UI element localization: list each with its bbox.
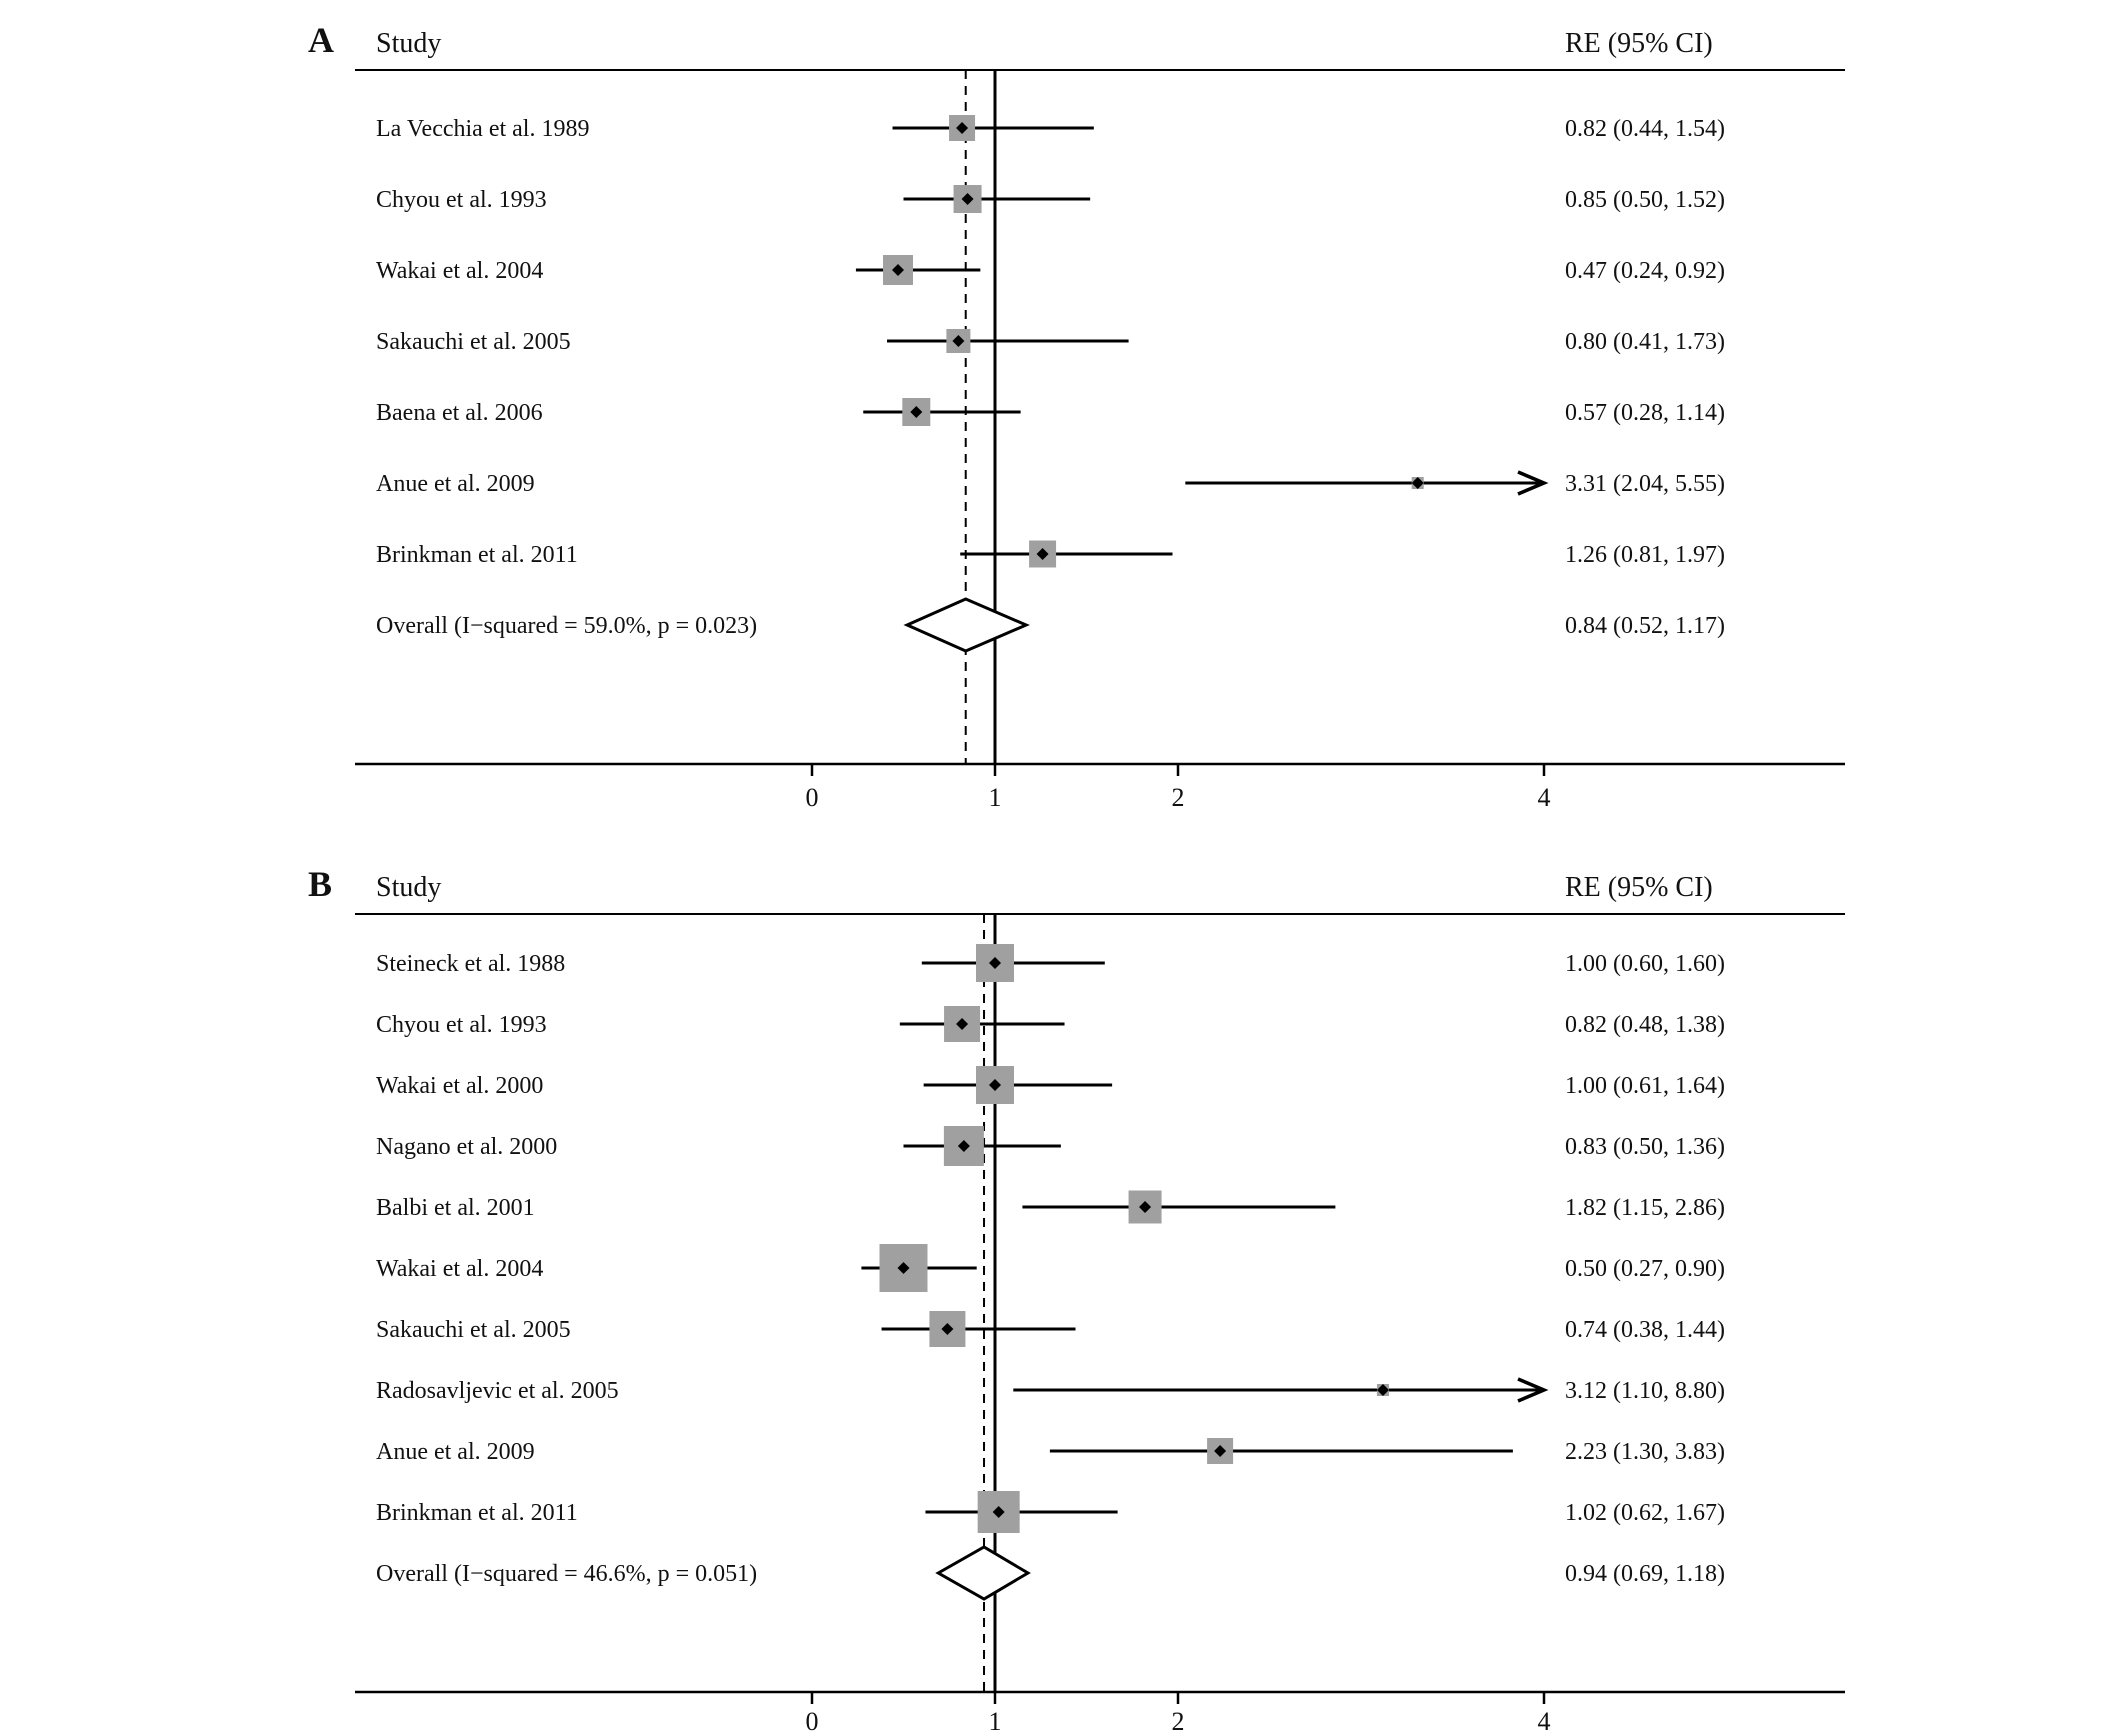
effect-estimate-text: 0.82 (0.48, 1.38) [1565, 1012, 1725, 1038]
x-axis-tick-label: 0 [806, 1707, 819, 1734]
effect-estimate-text: 1.02 (0.62, 1.67) [1565, 1500, 1725, 1526]
study-label: Brinkman et al. 2011 [376, 542, 578, 568]
forest-panel-B: B Study RE (95% CI) Steineck et al. 1988 1.0… [308, 864, 1845, 1734]
effect-estimate-text: 0.85 (0.50, 1.52) [1565, 187, 1725, 213]
point-estimate-marker [956, 122, 969, 134]
overall-label: Overall (I−squared = 59.0%, p = 0.023) [376, 613, 757, 639]
study-label: Wakai et al. 2000 [376, 1073, 543, 1099]
effect-estimate-text: 3.31 (2.04, 5.55) [1565, 471, 1725, 497]
x-axis-tick-label: 1 [989, 1707, 1002, 1734]
study-row: Wakai et al. 2004 0.47 (0.24, 0.92) [376, 255, 1725, 285]
study-label: La Vecchia et al. 1989 [376, 116, 589, 142]
study-row: Sakauchi et al. 2005 0.74 (0.38, 1.44) [376, 1311, 1725, 1347]
point-estimate-marker [961, 193, 974, 205]
study-label: Brinkman et al. 2011 [376, 1500, 578, 1526]
study-row: Brinkman et al. 2011 1.02 (0.62, 1.67) [376, 1491, 1725, 1533]
study-row: Anue et al. 2009 2.23 (1.30, 3.83) [376, 1438, 1725, 1465]
study-label: Chyou et al. 1993 [376, 187, 547, 213]
effect-estimate-text: 0.74 (0.38, 1.44) [1565, 1317, 1725, 1343]
overall-label: Overall (I−squared = 46.6%, p = 0.051) [376, 1561, 757, 1587]
effect-estimate-text: 0.47 (0.24, 0.92) [1565, 258, 1725, 284]
study-label: Nagano et al. 2000 [376, 1134, 557, 1160]
point-estimate-marker [897, 1262, 910, 1274]
effect-estimate-text: 0.82 (0.44, 1.54) [1565, 116, 1725, 142]
study-row: Steineck et al. 1988 1.00 (0.60, 1.60) [376, 944, 1725, 982]
study-row: Anue et al. 2009 3.31 (2.04, 5.55) [376, 470, 1725, 497]
point-estimate-marker [892, 264, 905, 276]
ci-clipped-arrow-head [1517, 1377, 1549, 1403]
panel-label: A [308, 20, 334, 60]
effect-estimate-text: 1.82 (1.15, 2.86) [1565, 1195, 1725, 1221]
point-estimate-marker [1036, 548, 1049, 560]
study-label: Steineck et al. 1988 [376, 951, 565, 977]
ci-clipped-arrow-head [1517, 470, 1549, 496]
overall-effect-text: 0.94 (0.69, 1.18) [1565, 1561, 1725, 1587]
overall-row: Overall (I−squared = 46.6%, p = 0.051) 0.… [376, 1545, 1725, 1601]
overall-row: Overall (I−squared = 59.0%, p = 0.023) 0.… [376, 597, 1725, 653]
study-row: Chyou et al. 1993 0.82 (0.48, 1.38) [376, 1006, 1725, 1042]
x-axis-tick-label: 0 [806, 783, 819, 812]
study-column-header: Study [376, 28, 441, 59]
effect-estimate-text: 1.00 (0.60, 1.60) [1565, 951, 1725, 977]
study-label: Anue et al. 2009 [376, 471, 535, 497]
effect-estimate-text: 1.26 (0.81, 1.97) [1565, 542, 1725, 568]
point-estimate-marker [1139, 1201, 1152, 1213]
study-row: Brinkman et al. 2011 1.26 (0.81, 1.97) [376, 540, 1725, 568]
study-row: Sakauchi et al. 2005 0.80 (0.41, 1.73) [376, 329, 1725, 355]
effect-estimate-text: 0.83 (0.50, 1.36) [1565, 1134, 1725, 1160]
study-row: Chyou et al. 1993 0.85 (0.50, 1.52) [376, 185, 1725, 213]
study-row: Wakai et al. 2000 1.00 (0.61, 1.64) [376, 1066, 1725, 1104]
point-estimate-marker [992, 1506, 1005, 1518]
panel-label: B [308, 864, 332, 904]
effect-estimate-text: 0.57 (0.28, 1.14) [1565, 400, 1725, 426]
study-column-header: Study [376, 872, 441, 903]
overall-diamond [903, 597, 1030, 653]
study-row: Balbi et al. 2001 1.82 (1.15, 2.86) [376, 1190, 1725, 1224]
point-estimate-marker [952, 335, 965, 347]
point-estimate-marker [957, 1140, 970, 1152]
study-row: Radosavljevic et al. 2005 3.12 (1.10, 8.8… [376, 1377, 1725, 1404]
point-estimate-marker [1214, 1445, 1227, 1457]
study-row: Wakai et al. 2004 0.50 (0.27, 0.90) [376, 1244, 1725, 1292]
overall-effect-text: 0.84 (0.52, 1.17) [1565, 613, 1725, 639]
effect-column-header: RE (95% CI) [1565, 872, 1713, 903]
effect-column-header: RE (95% CI) [1565, 28, 1713, 59]
study-label: Wakai et al. 2004 [376, 1256, 543, 1282]
study-label: Sakauchi et al. 2005 [376, 1317, 571, 1343]
study-label: Balbi et al. 2001 [376, 1195, 535, 1221]
study-label: Baena et al. 2006 [376, 400, 543, 426]
point-estimate-marker [1411, 477, 1424, 489]
forest-panel-A: A Study RE (95% CI) La Vecchia et al. 1989 0… [308, 20, 1845, 812]
effect-estimate-text: 1.00 (0.61, 1.64) [1565, 1073, 1725, 1099]
study-label: Anue et al. 2009 [376, 1439, 535, 1465]
effect-estimate-text: 0.80 (0.41, 1.73) [1565, 329, 1725, 355]
study-label: Wakai et al. 2004 [376, 258, 543, 284]
x-axis-tick-label: 4 [1538, 1707, 1551, 1734]
effect-estimate-text: 2.23 (1.30, 3.83) [1565, 1439, 1725, 1465]
point-estimate-marker [956, 1018, 969, 1030]
study-row: Nagano et al. 2000 0.83 (0.50, 1.36) [376, 1126, 1725, 1166]
overall-diamond [935, 1545, 1031, 1601]
point-estimate-marker [1376, 1384, 1389, 1396]
point-estimate-marker [910, 406, 923, 418]
study-label: Radosavljevic et al. 2005 [376, 1378, 619, 1404]
effect-estimate-text: 3.12 (1.10, 8.80) [1565, 1378, 1725, 1404]
study-row: La Vecchia et al. 1989 0.82 (0.44, 1.54) [376, 115, 1725, 142]
study-label: Chyou et al. 1993 [376, 1012, 547, 1038]
x-axis-tick-label: 2 [1172, 783, 1185, 812]
point-estimate-marker [989, 957, 1001, 969]
point-estimate-marker [989, 1079, 1001, 1091]
x-axis-tick-label: 4 [1538, 783, 1551, 812]
x-axis-tick-label: 1 [989, 783, 1002, 812]
effect-estimate-text: 0.50 (0.27, 0.90) [1565, 1256, 1725, 1282]
study-row: Baena et al. 2006 0.57 (0.28, 1.14) [376, 398, 1725, 426]
x-axis-tick-label: 2 [1172, 1707, 1185, 1734]
study-label: Sakauchi et al. 2005 [376, 329, 571, 355]
point-estimate-marker [941, 1323, 954, 1335]
